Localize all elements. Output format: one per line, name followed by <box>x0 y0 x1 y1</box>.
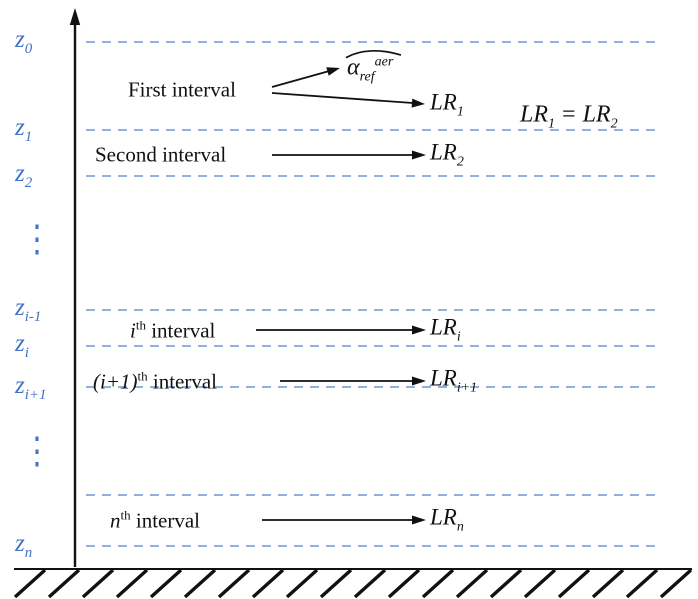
z-label-0: z0 <box>15 26 33 57</box>
z-label-n: zn <box>15 530 33 561</box>
vertical-ellipsis-lower: ⋮ <box>22 430 52 472</box>
second-interval-label: Second interval <box>95 142 227 167</box>
i-plus-1th-interval-label: (i+1)th interval <box>93 368 218 394</box>
lr1-equals-lr2-equation: LR1 = LR2 <box>520 101 618 132</box>
lr-i-label: LRi <box>430 314 461 345</box>
arrow-ith-to-lri <box>256 325 426 335</box>
arrow-second-to-lr2 <box>272 150 426 160</box>
first-interval-label: First interval <box>128 77 236 102</box>
lr-2-label: LR2 <box>430 139 464 170</box>
z-label-2: z2 <box>15 160 33 191</box>
lr-i-plus-1-label: LRi+1 <box>430 365 478 396</box>
lr-n-label: LRn <box>430 504 464 535</box>
altitude-axis-arrowhead <box>69 8 81 25</box>
ith-interval-label: ith interval <box>130 317 216 343</box>
arrow-i1th-to-lri1 <box>280 376 426 386</box>
z-label-i: zi <box>15 330 29 361</box>
arrow-nth-to-lrn <box>262 515 426 525</box>
lr-1-label: LR1 <box>430 89 464 120</box>
arrow-first-to-lr1 <box>271 92 425 108</box>
nth-interval-label: nth interval <box>110 507 201 533</box>
vertical-ellipsis-upper: ⋮ <box>22 218 52 260</box>
altitude-axis <box>69 8 81 567</box>
z-label-1: z1 <box>15 114 33 145</box>
ground-hatching <box>13 568 693 599</box>
arrow-first-to-alpha <box>271 67 340 88</box>
z-label-i-1: zi-1 <box>15 294 42 325</box>
z-label-i-plus-1: zi+1 <box>15 372 47 403</box>
ground <box>13 568 693 599</box>
alpha-ref-aer-label: αrefaer <box>345 50 402 85</box>
hat-icon <box>345 50 402 59</box>
